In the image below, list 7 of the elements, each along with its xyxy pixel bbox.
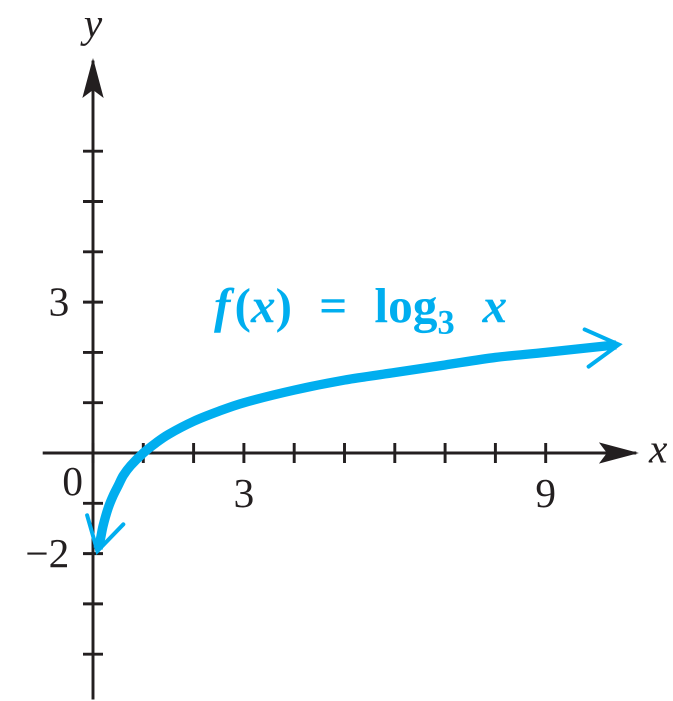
series-label: f(x) = log$_{3}$ x: [214, 287, 506, 334]
y-axis-title: y: [80, 18, 102, 46]
x-tick-label: 3: [236, 480, 253, 508]
y-tick-label: −2: [27, 540, 68, 568]
x-tick-label: 0: [64, 468, 82, 496]
x-axis-title: x: [648, 443, 668, 462]
x-tick-label: 9: [536, 480, 554, 508]
